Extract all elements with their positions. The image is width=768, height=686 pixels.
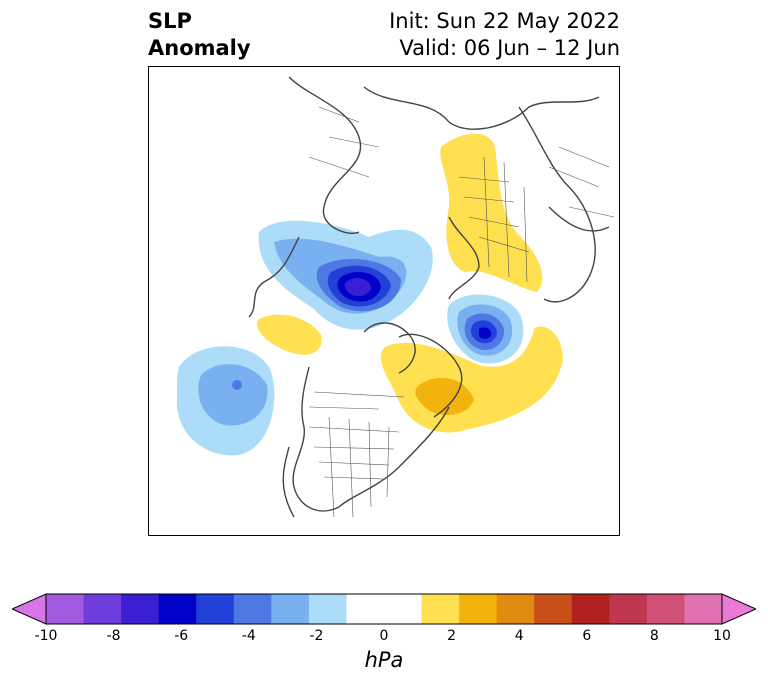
colorbar-cell: [46, 594, 85, 624]
anomaly-pacific-low: [176, 346, 275, 456]
colorbar-cell: [158, 594, 197, 624]
init-date: Init: Sun 22 May 2022: [389, 9, 620, 33]
valid-range: Valid: 06 Jun – 12 Jun: [399, 36, 620, 60]
colorbar-cell: [496, 594, 535, 624]
colorbar-tick-label: -4: [241, 628, 256, 644]
colorbar-tick-label: -8: [106, 628, 121, 644]
anomaly-alaska-high: [257, 314, 322, 355]
colorbar-tick-label: 6: [582, 628, 592, 644]
colorbar-cell: [609, 594, 648, 624]
colorbar: [12, 593, 756, 625]
borders: [308, 106, 615, 518]
colorbar-tick-label: 0: [379, 628, 389, 644]
map-title: SLP Anomaly: [148, 8, 251, 62]
anomaly-labrador-high: [380, 326, 563, 433]
title-line-1: SLP: [148, 9, 192, 33]
colorbar-cell: [421, 594, 460, 624]
colorbar-tick-label: 8: [649, 628, 659, 644]
colorbar-cell: [534, 594, 573, 624]
colorbar-cell: [83, 594, 122, 624]
anomaly-canadian-low: [258, 220, 433, 330]
colorbar-cell: [271, 594, 310, 624]
colorbar-extend-low: [12, 593, 47, 625]
colorbar-cell: [308, 594, 347, 624]
title-line-2: Anomaly: [148, 36, 251, 60]
colorbar-tick-label: 4: [514, 628, 524, 644]
colorbar-cell: [233, 594, 272, 624]
colorbar-tick-label: 10: [713, 628, 731, 644]
colorbar-tick-label: 2: [447, 628, 457, 644]
map-svg: [176, 76, 615, 518]
colorbar-cell: [646, 594, 685, 624]
colorbar-cell: [571, 594, 610, 624]
colorbar-cell: [384, 594, 423, 624]
colorbar-cell: [121, 594, 160, 624]
colorbar-tick-label: -10: [34, 628, 58, 644]
colorbar-outline: [45, 593, 723, 625]
colorbar-cell: [684, 594, 723, 624]
colorbar-cell: [346, 594, 385, 624]
colorbar-cell: [196, 594, 235, 624]
colorbar-cell: [459, 594, 498, 624]
colorbar-extend-high: [721, 593, 756, 625]
colorbar-unit: hPa: [364, 648, 404, 672]
map-panel: [148, 66, 620, 536]
colorbar-tick-label: -6: [174, 628, 189, 644]
anomaly-greenland-low: [447, 294, 524, 364]
colorbar-tick-label: -2: [309, 628, 324, 644]
anomaly-eurasia-high: [440, 133, 543, 292]
forecast-dates: Init: Sun 22 May 2022 Valid: 06 Jun – 12…: [389, 8, 620, 62]
